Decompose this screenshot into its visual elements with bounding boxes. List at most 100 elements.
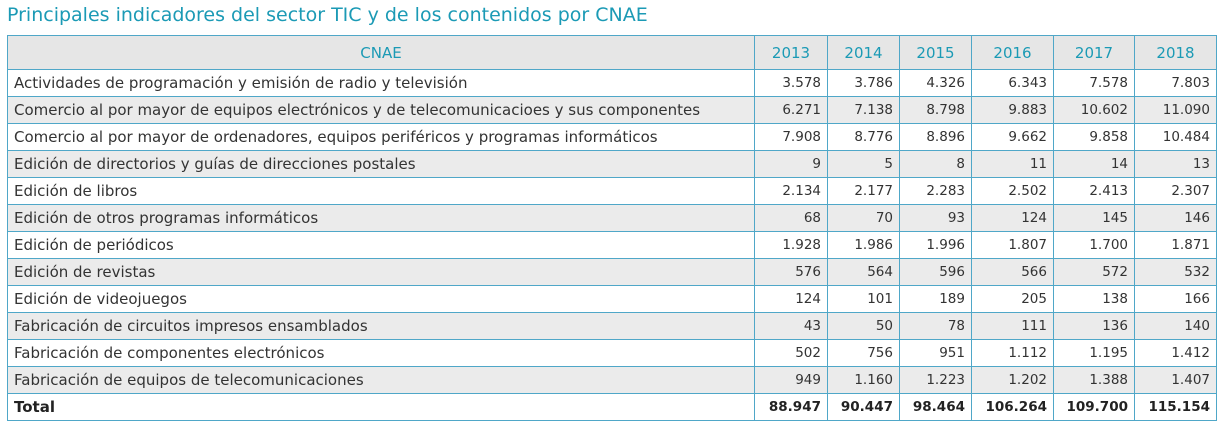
value-cell: 1.807 xyxy=(971,231,1054,259)
total-row: Total 88.947 90.447 98.464 106.264 109.700 115… xyxy=(7,393,1217,421)
value-cell: 146 xyxy=(1134,204,1217,232)
value-cell: 532 xyxy=(1134,258,1217,286)
value-cell: 111 xyxy=(971,312,1054,340)
value-cell: 2.502 xyxy=(971,177,1054,205)
value-cell: 1.412 xyxy=(1134,339,1217,367)
value-cell: 2.134 xyxy=(754,177,828,205)
table-row: Comercio al por mayor de ordenadores, eq… xyxy=(7,123,1217,151)
total-value-cell: 98.464 xyxy=(899,393,972,421)
label-cell: Fabricación de componentes electrónicos xyxy=(7,339,755,367)
table-row: Edición de periódicos 1.928 1.986 1.996 1.80… xyxy=(7,231,1217,259)
table-row: Edición de videojuegos 124 101 189 205 138 166 xyxy=(7,285,1217,313)
value-cell: 2.177 xyxy=(827,177,900,205)
value-cell: 596 xyxy=(899,258,972,286)
label-cell: Edición de directorios y guías de direcc… xyxy=(7,150,755,178)
label-cell: Edición de revistas xyxy=(7,258,755,286)
value-cell: 9.883 xyxy=(971,96,1054,124)
value-cell: 756 xyxy=(827,339,900,367)
value-cell: 11 xyxy=(971,150,1054,178)
value-cell: 7.908 xyxy=(754,123,828,151)
total-value-cell: 115.154 xyxy=(1134,393,1217,421)
value-cell: 11.090 xyxy=(1134,96,1217,124)
value-cell: 145 xyxy=(1053,204,1135,232)
value-cell: 6.343 xyxy=(971,69,1054,97)
table-row: Edición de directorios y guías de direcc… xyxy=(7,150,1217,178)
value-cell: 70 xyxy=(827,204,900,232)
header-cell: 2014 xyxy=(827,35,900,70)
value-cell: 138 xyxy=(1053,285,1135,313)
value-cell: 124 xyxy=(754,285,828,313)
value-cell: 140 xyxy=(1134,312,1217,340)
total-value-cell: 106.264 xyxy=(971,393,1054,421)
table-row: Edición de revistas 576 564 596 566 572 532 xyxy=(7,258,1217,286)
value-cell: 4.326 xyxy=(899,69,972,97)
value-cell: 3.786 xyxy=(827,69,900,97)
label-cell: Comercio al por mayor de ordenadores, eq… xyxy=(7,123,755,151)
value-cell: 14 xyxy=(1053,150,1135,178)
table-row: Fabricación de componentes electrónicos 5… xyxy=(7,339,1217,367)
value-cell: 8.798 xyxy=(899,96,972,124)
label-cell: Edición de libros xyxy=(7,177,755,205)
value-cell: 10.484 xyxy=(1134,123,1217,151)
value-cell: 949 xyxy=(754,366,828,394)
value-cell: 502 xyxy=(754,339,828,367)
value-cell: 9 xyxy=(754,150,828,178)
value-cell: 2.413 xyxy=(1053,177,1135,205)
value-cell: 1.871 xyxy=(1134,231,1217,259)
label-cell: Fabricación de circuitos impresos ensamb… xyxy=(7,312,755,340)
label-cell: Actividades de programación y emisión de… xyxy=(7,69,755,97)
label-cell: Comercio al por mayor de equipos electró… xyxy=(7,96,755,124)
value-cell: 1.202 xyxy=(971,366,1054,394)
value-cell: 166 xyxy=(1134,285,1217,313)
value-cell: 1.223 xyxy=(899,366,972,394)
total-value-cell: 109.700 xyxy=(1053,393,1135,421)
label-cell: Edición de videojuegos xyxy=(7,285,755,313)
value-cell: 576 xyxy=(754,258,828,286)
value-cell: 566 xyxy=(971,258,1054,286)
header-cell: 2013 xyxy=(754,35,828,70)
value-cell: 2.283 xyxy=(899,177,972,205)
label-cell: Edición de periódicos xyxy=(7,231,755,259)
value-cell: 13 xyxy=(1134,150,1217,178)
header-cell: 2016 xyxy=(971,35,1054,70)
table-row: Comercio al por mayor de equipos electró… xyxy=(7,96,1217,124)
total-value-cell: 88.947 xyxy=(754,393,828,421)
value-cell: 1.112 xyxy=(971,339,1054,367)
value-cell: 1.986 xyxy=(827,231,900,259)
value-cell: 9.858 xyxy=(1053,123,1135,151)
value-cell: 3.578 xyxy=(754,69,828,97)
value-cell: 136 xyxy=(1053,312,1135,340)
value-cell: 93 xyxy=(899,204,972,232)
value-cell: 572 xyxy=(1053,258,1135,286)
value-cell: 8.896 xyxy=(899,123,972,151)
value-cell: 43 xyxy=(754,312,828,340)
value-cell: 7.138 xyxy=(827,96,900,124)
value-cell: 1.388 xyxy=(1053,366,1135,394)
page-title: Principales indicadores del sector TIC y… xyxy=(7,4,648,26)
table-row: Edición de otros programas informáticos 6… xyxy=(7,204,1217,232)
value-cell: 1.928 xyxy=(754,231,828,259)
value-cell: 951 xyxy=(899,339,972,367)
value-cell: 6.271 xyxy=(754,96,828,124)
value-cell: 101 xyxy=(827,285,900,313)
value-cell: 78 xyxy=(899,312,972,340)
table-row: Fabricación de circuitos impresos ensamb… xyxy=(7,312,1217,340)
value-cell: 1.407 xyxy=(1134,366,1217,394)
table-body: Actividades de programación y emisión de… xyxy=(7,69,1217,421)
value-cell: 1.160 xyxy=(827,366,900,394)
label-cell: Edición de otros programas informáticos xyxy=(7,204,755,232)
value-cell: 7.578 xyxy=(1053,69,1135,97)
value-cell: 50 xyxy=(827,312,900,340)
header-row: CNAE 2013 2014 2015 2016 2017 2018 xyxy=(7,35,1217,70)
value-cell: 1.996 xyxy=(899,231,972,259)
table-head: CNAE 2013 2014 2015 2016 2017 2018 xyxy=(7,35,1217,70)
value-cell: 10.602 xyxy=(1053,96,1135,124)
value-cell: 7.803 xyxy=(1134,69,1217,97)
value-cell: 1.700 xyxy=(1053,231,1135,259)
header-cell: 2017 xyxy=(1053,35,1135,70)
value-cell: 8 xyxy=(899,150,972,178)
table-row: Fabricación de equipos de telecomunicaci… xyxy=(7,366,1217,394)
label-cell: Fabricación de equipos de telecomunicaci… xyxy=(7,366,755,394)
value-cell: 8.776 xyxy=(827,123,900,151)
total-value-cell: 90.447 xyxy=(827,393,900,421)
